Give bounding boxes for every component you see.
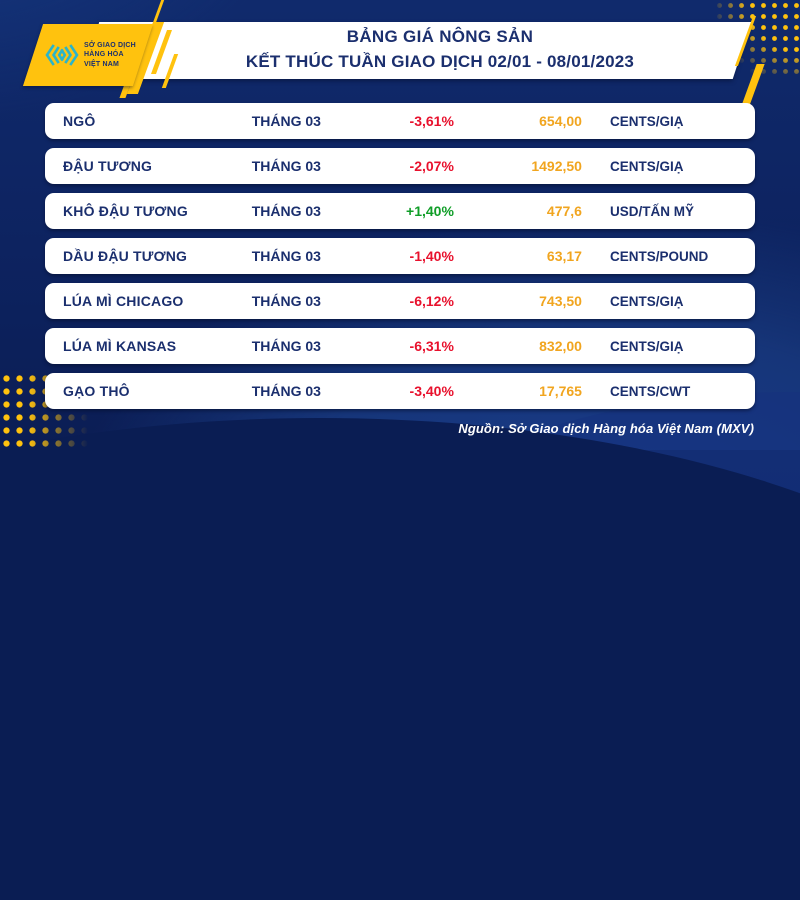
- price-unit: CENTS/GIẠ: [609, 293, 684, 309]
- commodity-name: GẠO THÔ: [63, 383, 130, 399]
- mxv-chevron-icon: [45, 44, 79, 66]
- accent-slash: [741, 64, 765, 106]
- price-unit: CENTS/POUND: [609, 248, 709, 264]
- price-unit: CENTS/GIẠ: [609, 113, 684, 129]
- background-swoosh-dark: [0, 418, 800, 900]
- price-value: 654,00: [539, 113, 582, 129]
- change-percent: -6,12%: [409, 293, 454, 309]
- table-row: ĐẬU TƯƠNG THÁNG 03 -2,07% 1492,50 CENTS/…: [45, 148, 755, 184]
- contract-month: THÁNG 03: [251, 338, 321, 354]
- commodity-name: NGÔ: [63, 113, 96, 129]
- change-percent: -3,40%: [409, 383, 454, 399]
- price-value: 743,50: [539, 293, 582, 309]
- background-swoosh-light: [240, 392, 800, 900]
- commodity-name: LÚA MÌ KANSAS: [63, 338, 177, 354]
- change-percent: -2,07%: [409, 158, 454, 174]
- price-value: 17,765: [539, 383, 582, 399]
- page-title: BẢNG GIÁ NÔNG SẢN KẾT THÚC TUẦN GIAO DỊC…: [150, 25, 730, 74]
- source-credit: Nguồn: Sở Giao dịch Hàng hóa Việt Nam (M…: [458, 421, 754, 436]
- price-unit: CENTS/GIẠ: [609, 338, 684, 354]
- price-unit: CENTS/CWT: [609, 383, 691, 399]
- price-value: 832,00: [539, 338, 582, 354]
- commodity-name: LÚA MÌ CHICAGO: [63, 293, 184, 309]
- commodity-name: DẦU ĐẬU TƯƠNG: [63, 248, 188, 264]
- contract-month: THÁNG 03: [251, 293, 321, 309]
- price-value: 63,17: [546, 248, 582, 264]
- table-row: KHÔ ĐẬU TƯƠNG THÁNG 03 +1,40% 477,6 USD/…: [45, 193, 755, 229]
- change-percent: -3,61%: [409, 113, 454, 129]
- table-row: NGÔ THÁNG 03 -3,61% 654,00 CENTS/GIẠ: [45, 103, 755, 139]
- mxv-logo-text: SỞ GIAO DỊCH HÀNG HÓA VIỆT NAM: [84, 41, 136, 68]
- contract-month: THÁNG 03: [251, 203, 321, 219]
- price-unit: USD/TẤN MỸ: [609, 203, 694, 219]
- commodity-name: KHÔ ĐẬU TƯƠNG: [63, 203, 188, 219]
- price-unit: CENTS/GIẠ: [609, 158, 684, 174]
- contract-month: THÁNG 03: [251, 158, 321, 174]
- mxv-logo: SỞ GIAO DỊCH HÀNG HÓA VIỆT NAM: [22, 24, 154, 86]
- change-percent: +1,40%: [406, 203, 454, 219]
- logo-line-2: HÀNG HÓA: [84, 51, 124, 59]
- change-percent: -6,31%: [409, 338, 454, 354]
- commodity-name: ĐẬU TƯƠNG: [63, 158, 153, 174]
- table-row: LÚA MÌ CHICAGO THÁNG 03 -6,12% 743,50 CE…: [45, 283, 755, 319]
- title-line-2: KẾT THÚC TUẦN GIAO DỊCH 02/01 - 08/01/20…: [245, 51, 635, 71]
- title-line-1: BẢNG GIÁ NÔNG SẢN: [346, 27, 534, 46]
- contract-month: THÁNG 03: [251, 383, 321, 399]
- contract-month: THÁNG 03: [251, 113, 321, 129]
- price-table: NGÔ THÁNG 03 -3,61% 654,00 CENTS/GIẠ ĐẬU…: [45, 103, 755, 418]
- logo-line-1: SỞ GIAO DỊCH: [84, 42, 136, 50]
- contract-month: THÁNG 03: [251, 248, 321, 264]
- table-row: GẠO THÔ THÁNG 03 -3,40% 17,765 CENTS/CWT: [45, 373, 755, 409]
- price-value: 1492,50: [531, 158, 582, 174]
- table-row: DẦU ĐẬU TƯƠNG THÁNG 03 -1,40% 63,17 CENT…: [45, 238, 755, 274]
- table-row: LÚA MÌ KANSAS THÁNG 03 -6,31% 832,00 CEN…: [45, 328, 755, 364]
- change-percent: -1,40%: [409, 248, 454, 264]
- logo-line-3: VIỆT NAM: [84, 60, 120, 68]
- mxv-logo-content: SỞ GIAO DỊCH HÀNG HÓA VIỆT NAM: [33, 24, 143, 86]
- price-value: 477,6: [546, 203, 582, 219]
